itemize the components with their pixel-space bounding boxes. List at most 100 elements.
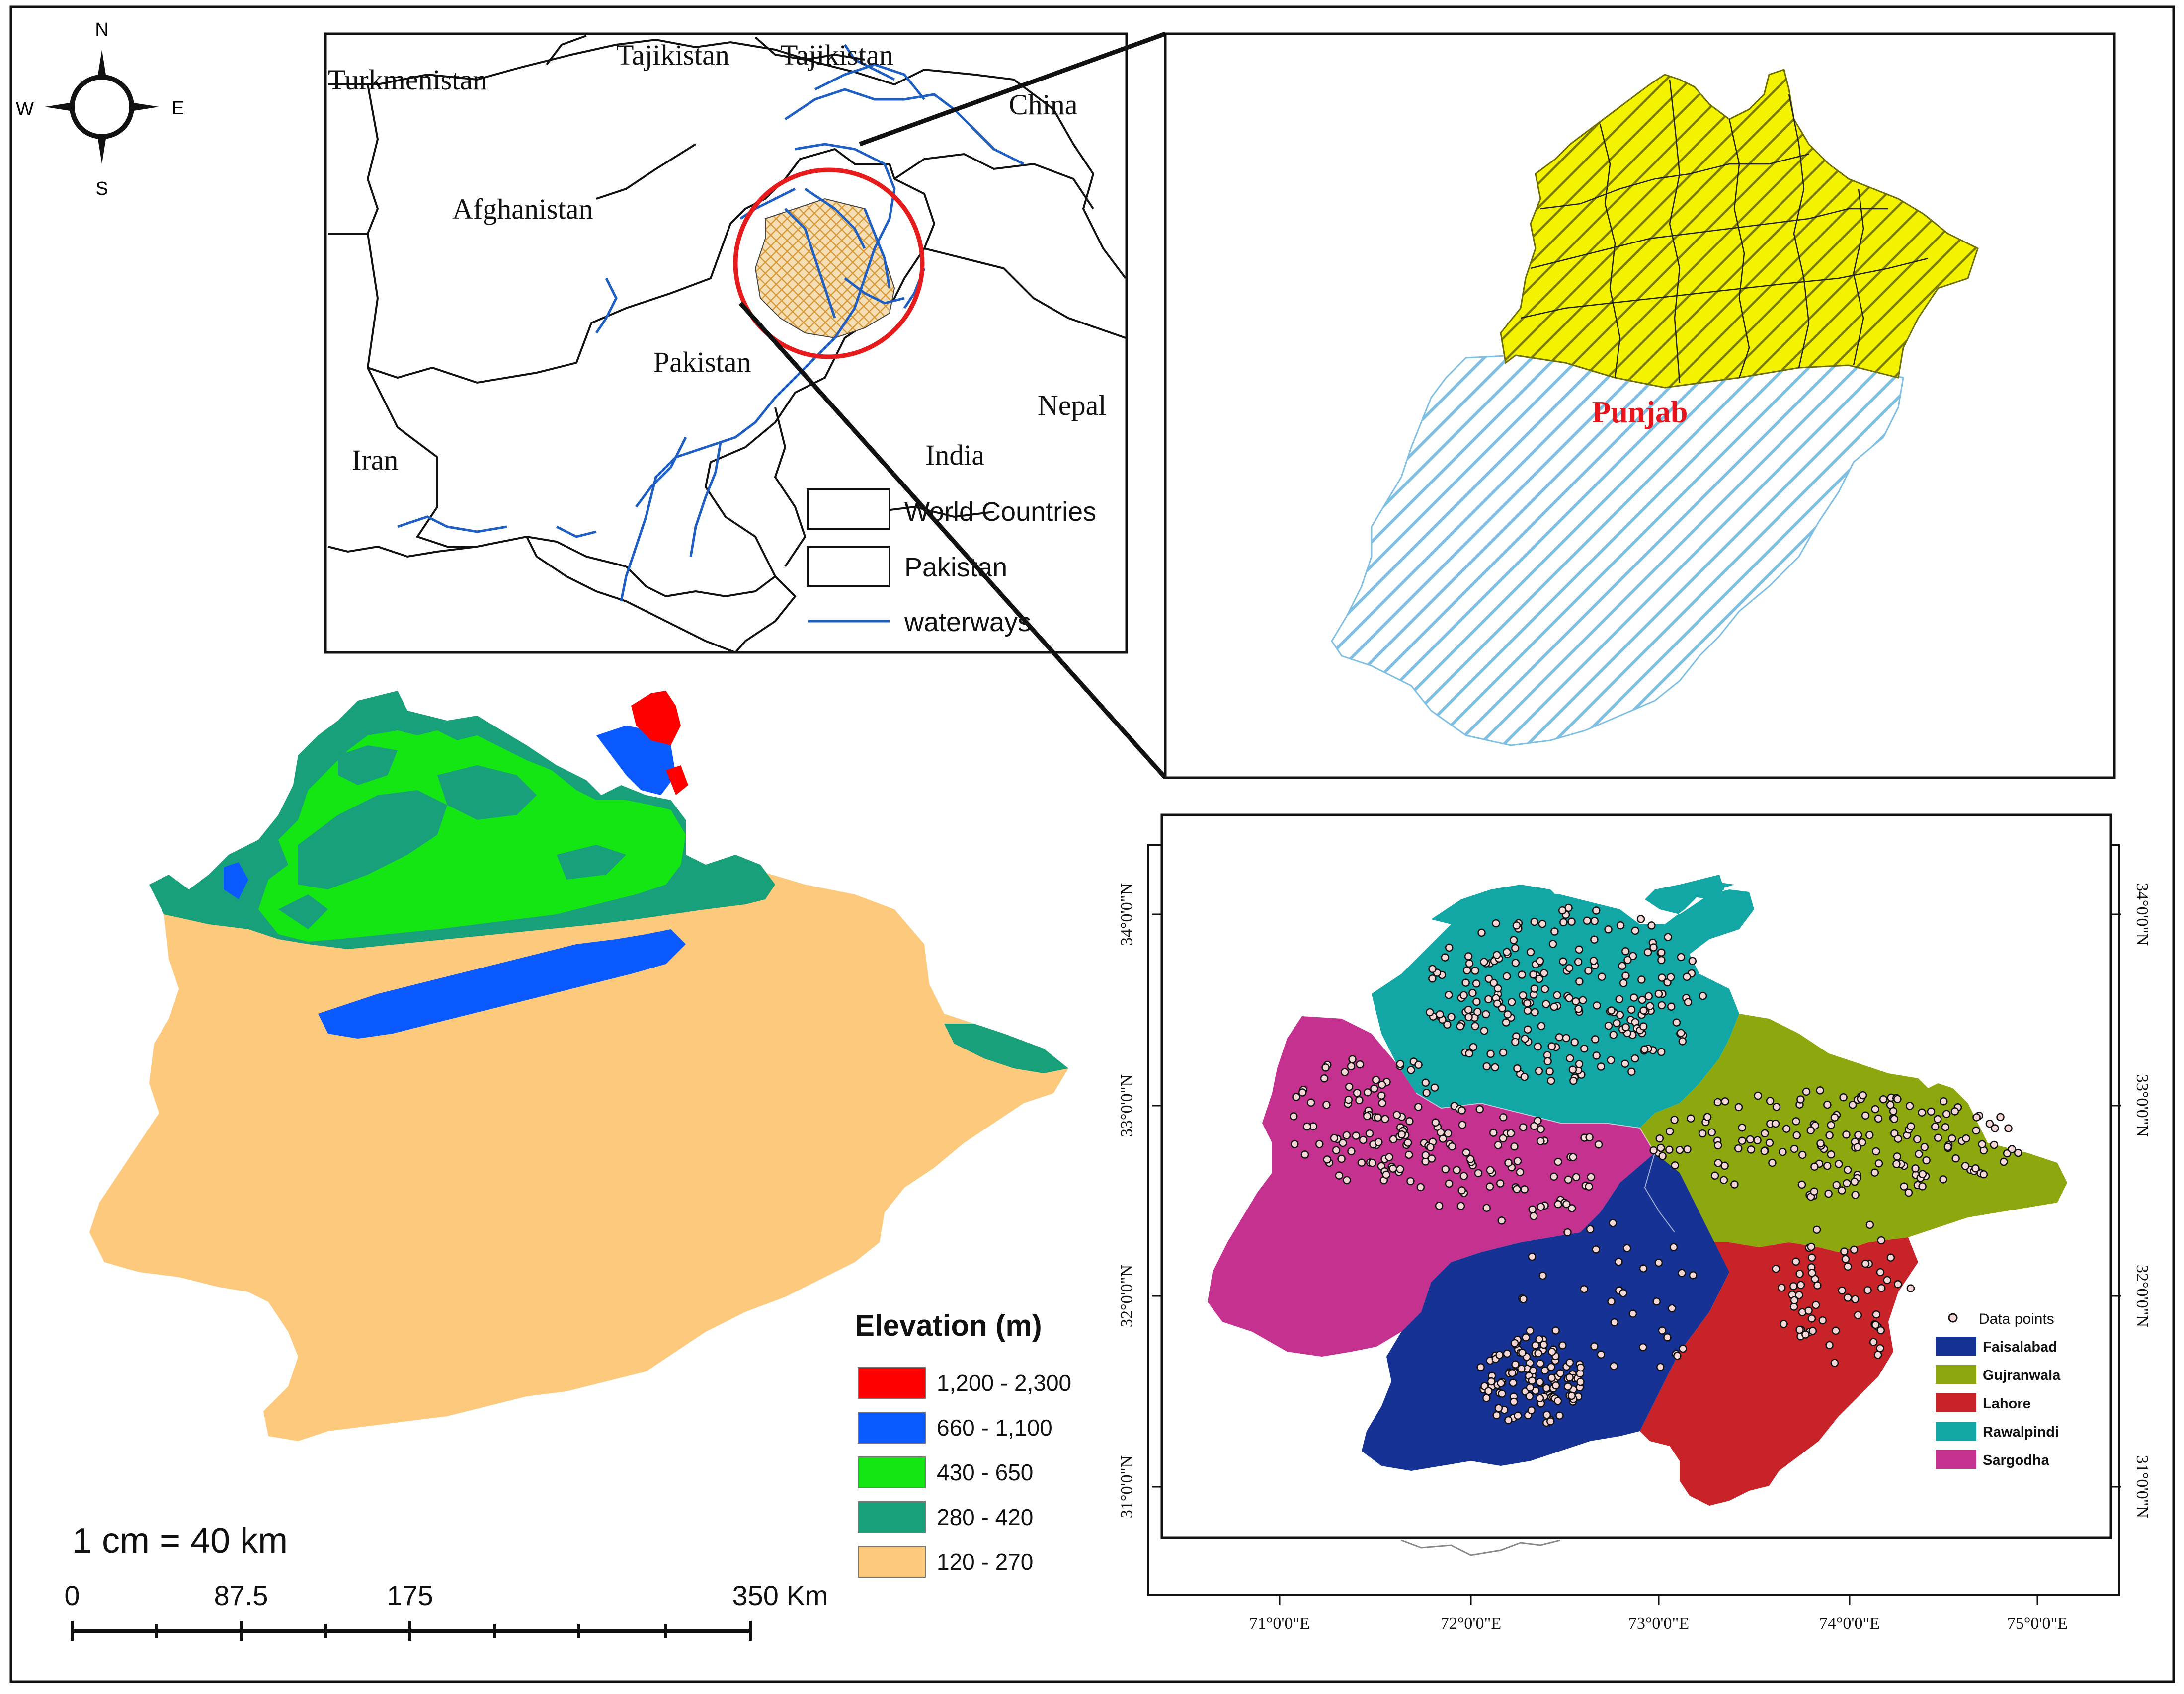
data-point <box>1535 1335 1543 1344</box>
province-label: Punjab <box>1592 396 1688 429</box>
data-point <box>1972 1126 1980 1135</box>
data-point <box>1405 1150 1413 1159</box>
label-turkmenistan: Turkmenistan <box>328 64 487 96</box>
data-point <box>1657 948 1666 957</box>
elevation-legend-label-1: 660 - 1,100 <box>937 1415 1052 1441</box>
data-point <box>1721 1097 1729 1106</box>
division-gujranwala <box>1640 1014 2067 1252</box>
data-point <box>1858 1138 1866 1147</box>
data-point <box>1534 1117 1542 1125</box>
data-point <box>1918 1170 1927 1179</box>
data-point <box>1823 1100 1832 1109</box>
data-point <box>1609 1031 1618 1039</box>
data-point <box>1508 1369 1517 1377</box>
data-point <box>1474 1169 1483 1178</box>
data-point <box>1623 1244 1631 1252</box>
data-point <box>1719 1176 1728 1184</box>
elevation-legend-swatch-3 <box>858 1501 926 1533</box>
data-point <box>1637 975 1646 984</box>
data-point <box>1872 1310 1881 1319</box>
data-point <box>1473 1008 1482 1016</box>
data-point <box>1497 1379 1505 1387</box>
data-point <box>1768 1158 1777 1167</box>
data-point <box>1778 1284 1786 1292</box>
data-point <box>1710 1171 1719 1180</box>
data-point <box>1677 1029 1685 1037</box>
data-point <box>1874 1159 1883 1168</box>
data-point <box>1565 1373 1574 1382</box>
data-point <box>1796 1095 1805 1104</box>
data-point <box>1482 1204 1491 1212</box>
data-point <box>1353 1089 1362 1097</box>
division-legend-swatch-5 <box>1936 1450 1976 1469</box>
elevation-class-660-1100-north <box>596 726 676 795</box>
data-point <box>1426 1143 1435 1152</box>
data-point <box>1780 1320 1788 1328</box>
data-point <box>1352 1131 1361 1140</box>
inset-legend: World Countries Pakistan waterways <box>807 488 1096 637</box>
data-point <box>1484 1387 1493 1395</box>
data-point <box>1610 1318 1618 1327</box>
data-point <box>1443 1020 1452 1029</box>
data-point <box>1714 1141 1722 1150</box>
data-point <box>1321 1063 1330 1072</box>
data-point <box>1489 1129 1498 1137</box>
legend-swatch-pakistan <box>807 546 890 587</box>
data-point <box>1549 1172 1558 1181</box>
data-point <box>1511 1038 1520 1046</box>
data-point <box>1658 1152 1667 1160</box>
data-point <box>1388 1164 1397 1173</box>
data-point <box>1494 984 1502 993</box>
data-point <box>1844 1293 1852 1302</box>
data-point <box>1760 1147 1769 1155</box>
district-boundaries <box>1520 79 1929 383</box>
data-point <box>1592 906 1601 915</box>
latitude-label-right-1: 33°0'0"N <box>2133 1074 2151 1137</box>
data-point <box>1823 1161 1832 1170</box>
label-afghanistan: Afghanistan <box>452 193 593 225</box>
data-point <box>1843 1179 1851 1188</box>
data-point <box>1844 1262 1852 1271</box>
data-point <box>1920 1143 1929 1151</box>
data-point <box>1405 1117 1414 1126</box>
data-point <box>1597 1350 1606 1359</box>
data-point <box>1851 1295 1860 1303</box>
division-legend-swatch-4 <box>1936 1422 1976 1441</box>
scale-tick-0: 0 <box>64 1580 80 1611</box>
data-point <box>1607 1056 1615 1064</box>
data-point <box>1790 1296 1799 1305</box>
latitude-label-right-2: 32°0'0"N <box>2133 1265 2151 1327</box>
data-point <box>1720 1161 1729 1170</box>
data-point <box>1513 1157 1522 1165</box>
data-point <box>1562 1200 1571 1209</box>
data-point <box>1990 1140 1999 1149</box>
longitude-label-3: 74°0'0"E <box>1819 1614 1880 1633</box>
data-point <box>1689 1271 1698 1280</box>
data-point <box>1802 1087 1811 1096</box>
data-point <box>1530 984 1539 993</box>
data-point <box>1497 1216 1506 1225</box>
data-point <box>1332 1146 1341 1155</box>
data-point <box>1536 1359 1544 1368</box>
data-point <box>1644 992 1653 1001</box>
data-point <box>1630 1054 1639 1063</box>
data-point <box>1511 1360 1520 1369</box>
data-point <box>1663 1333 1672 1342</box>
division-legend-label-4: Rawalpindi <box>1983 1424 2059 1440</box>
division-map-region: 34°0'0"N 33°0'0"N 32°0'0"N 31°0'0"N 34°0'0"… <box>1118 813 2151 1633</box>
elevation-legend-label-4: 120 - 270 <box>937 1549 1033 1575</box>
data-point <box>1871 1320 1880 1329</box>
data-point <box>1565 994 1573 1002</box>
legend-label-world-countries: World Countries <box>904 497 1096 527</box>
data-point <box>1657 1001 1666 1010</box>
data-point <box>1303 1122 1311 1131</box>
data-point <box>1948 1134 1956 1143</box>
data-point <box>1668 1304 1676 1313</box>
data-point <box>1528 1252 1537 1261</box>
data-point <box>1790 1144 1799 1153</box>
data-point <box>1422 1088 1431 1097</box>
data-point <box>1585 1133 1594 1142</box>
data-point <box>1818 1316 1827 1325</box>
data-point <box>1886 1101 1895 1109</box>
data-point <box>1825 1341 1834 1350</box>
